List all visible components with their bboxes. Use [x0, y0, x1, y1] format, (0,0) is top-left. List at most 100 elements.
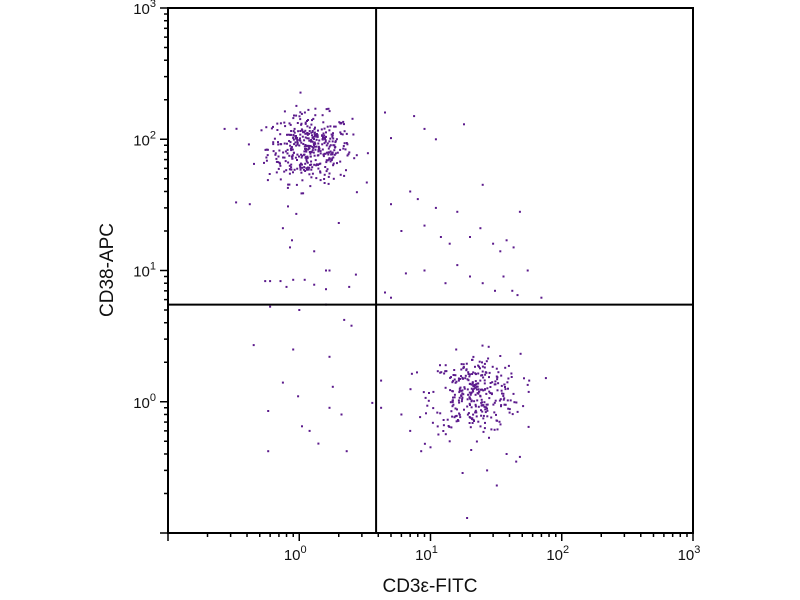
data-point	[467, 373, 470, 375]
data-point	[328, 129, 331, 132]
data-point	[470, 391, 473, 394]
data-point	[343, 142, 346, 145]
data-point	[461, 398, 464, 401]
data-point	[486, 387, 489, 390]
data-point	[332, 162, 335, 165]
data-point	[504, 366, 507, 369]
data-point	[306, 161, 309, 164]
data-point	[409, 388, 412, 391]
data-point	[292, 134, 295, 137]
data-point	[319, 150, 322, 153]
data-point	[306, 156, 309, 159]
data-point	[472, 371, 475, 374]
data-point	[333, 153, 336, 156]
data-point	[304, 156, 307, 159]
data-point	[317, 167, 320, 170]
data-point	[337, 222, 340, 224]
data-point	[490, 428, 493, 431]
data-point	[323, 152, 326, 155]
data-point	[468, 382, 471, 385]
data-point	[330, 153, 333, 156]
data-point	[288, 154, 291, 157]
data-point	[345, 142, 348, 144]
data-point	[494, 380, 497, 383]
data-point	[344, 148, 347, 151]
data-point	[305, 167, 308, 170]
data-point	[296, 159, 298, 161]
data-point	[504, 386, 506, 388]
y-tick-label: 101	[133, 261, 156, 281]
data-point	[509, 399, 512, 402]
data-point	[313, 132, 316, 135]
data-point	[332, 177, 335, 180]
data-point	[476, 399, 479, 402]
data-point	[466, 398, 469, 401]
data-point	[341, 133, 344, 136]
data-point	[277, 167, 280, 170]
data-point	[284, 160, 287, 163]
data-point	[484, 408, 487, 411]
data-point	[289, 147, 292, 150]
data-point	[339, 160, 342, 163]
data-point	[469, 404, 471, 406]
data-point	[292, 136, 295, 139]
data-point	[342, 145, 345, 147]
data-point	[274, 153, 277, 156]
data-point	[292, 171, 294, 174]
y-tick-label: 100	[133, 392, 156, 412]
data-point	[319, 162, 322, 165]
data-point	[323, 182, 326, 184]
data-point	[272, 125, 274, 128]
data-point	[311, 119, 313, 122]
data-point	[468, 375, 471, 378]
data-point	[265, 148, 268, 151]
data-point	[477, 364, 480, 367]
data-point	[473, 387, 476, 390]
data-point	[436, 411, 439, 414]
data-point	[287, 161, 290, 164]
data-point	[446, 418, 449, 421]
data-point	[313, 141, 316, 144]
data-point	[518, 210, 521, 213]
data-point	[410, 372, 413, 375]
data-point	[272, 143, 275, 146]
data-point	[321, 148, 324, 151]
data-point	[444, 386, 447, 389]
data-point	[461, 396, 464, 399]
data-point	[477, 420, 480, 423]
data-point	[317, 145, 320, 148]
data-point	[469, 373, 471, 376]
data-point	[484, 421, 486, 424]
data-point	[464, 374, 467, 377]
data-point	[305, 145, 308, 148]
data-point	[340, 413, 343, 416]
data-point	[308, 173, 311, 176]
data-point	[434, 206, 437, 209]
data-point	[458, 413, 461, 416]
data-point	[327, 107, 330, 110]
data-point	[451, 415, 454, 418]
data-point	[502, 275, 505, 278]
data-point	[291, 148, 294, 151]
data-point	[295, 144, 298, 147]
x-tick-labels: 100 101 102 103	[284, 544, 701, 564]
data-point	[449, 376, 452, 379]
data-point	[281, 381, 284, 384]
data-point	[448, 242, 451, 245]
data-point	[516, 410, 519, 413]
data-point	[303, 111, 306, 114]
data-point	[485, 360, 488, 363]
plot-frame	[167, 7, 694, 534]
data-point	[300, 162, 302, 165]
data-point	[332, 137, 335, 140]
data-point	[455, 348, 458, 351]
data-point	[458, 391, 461, 394]
data-point	[457, 377, 460, 380]
data-point	[390, 137, 392, 140]
data-point	[307, 145, 310, 148]
data-point	[322, 132, 325, 135]
tick-exponent: 3	[694, 544, 700, 556]
data-point	[469, 236, 471, 238]
data-point	[292, 348, 295, 351]
